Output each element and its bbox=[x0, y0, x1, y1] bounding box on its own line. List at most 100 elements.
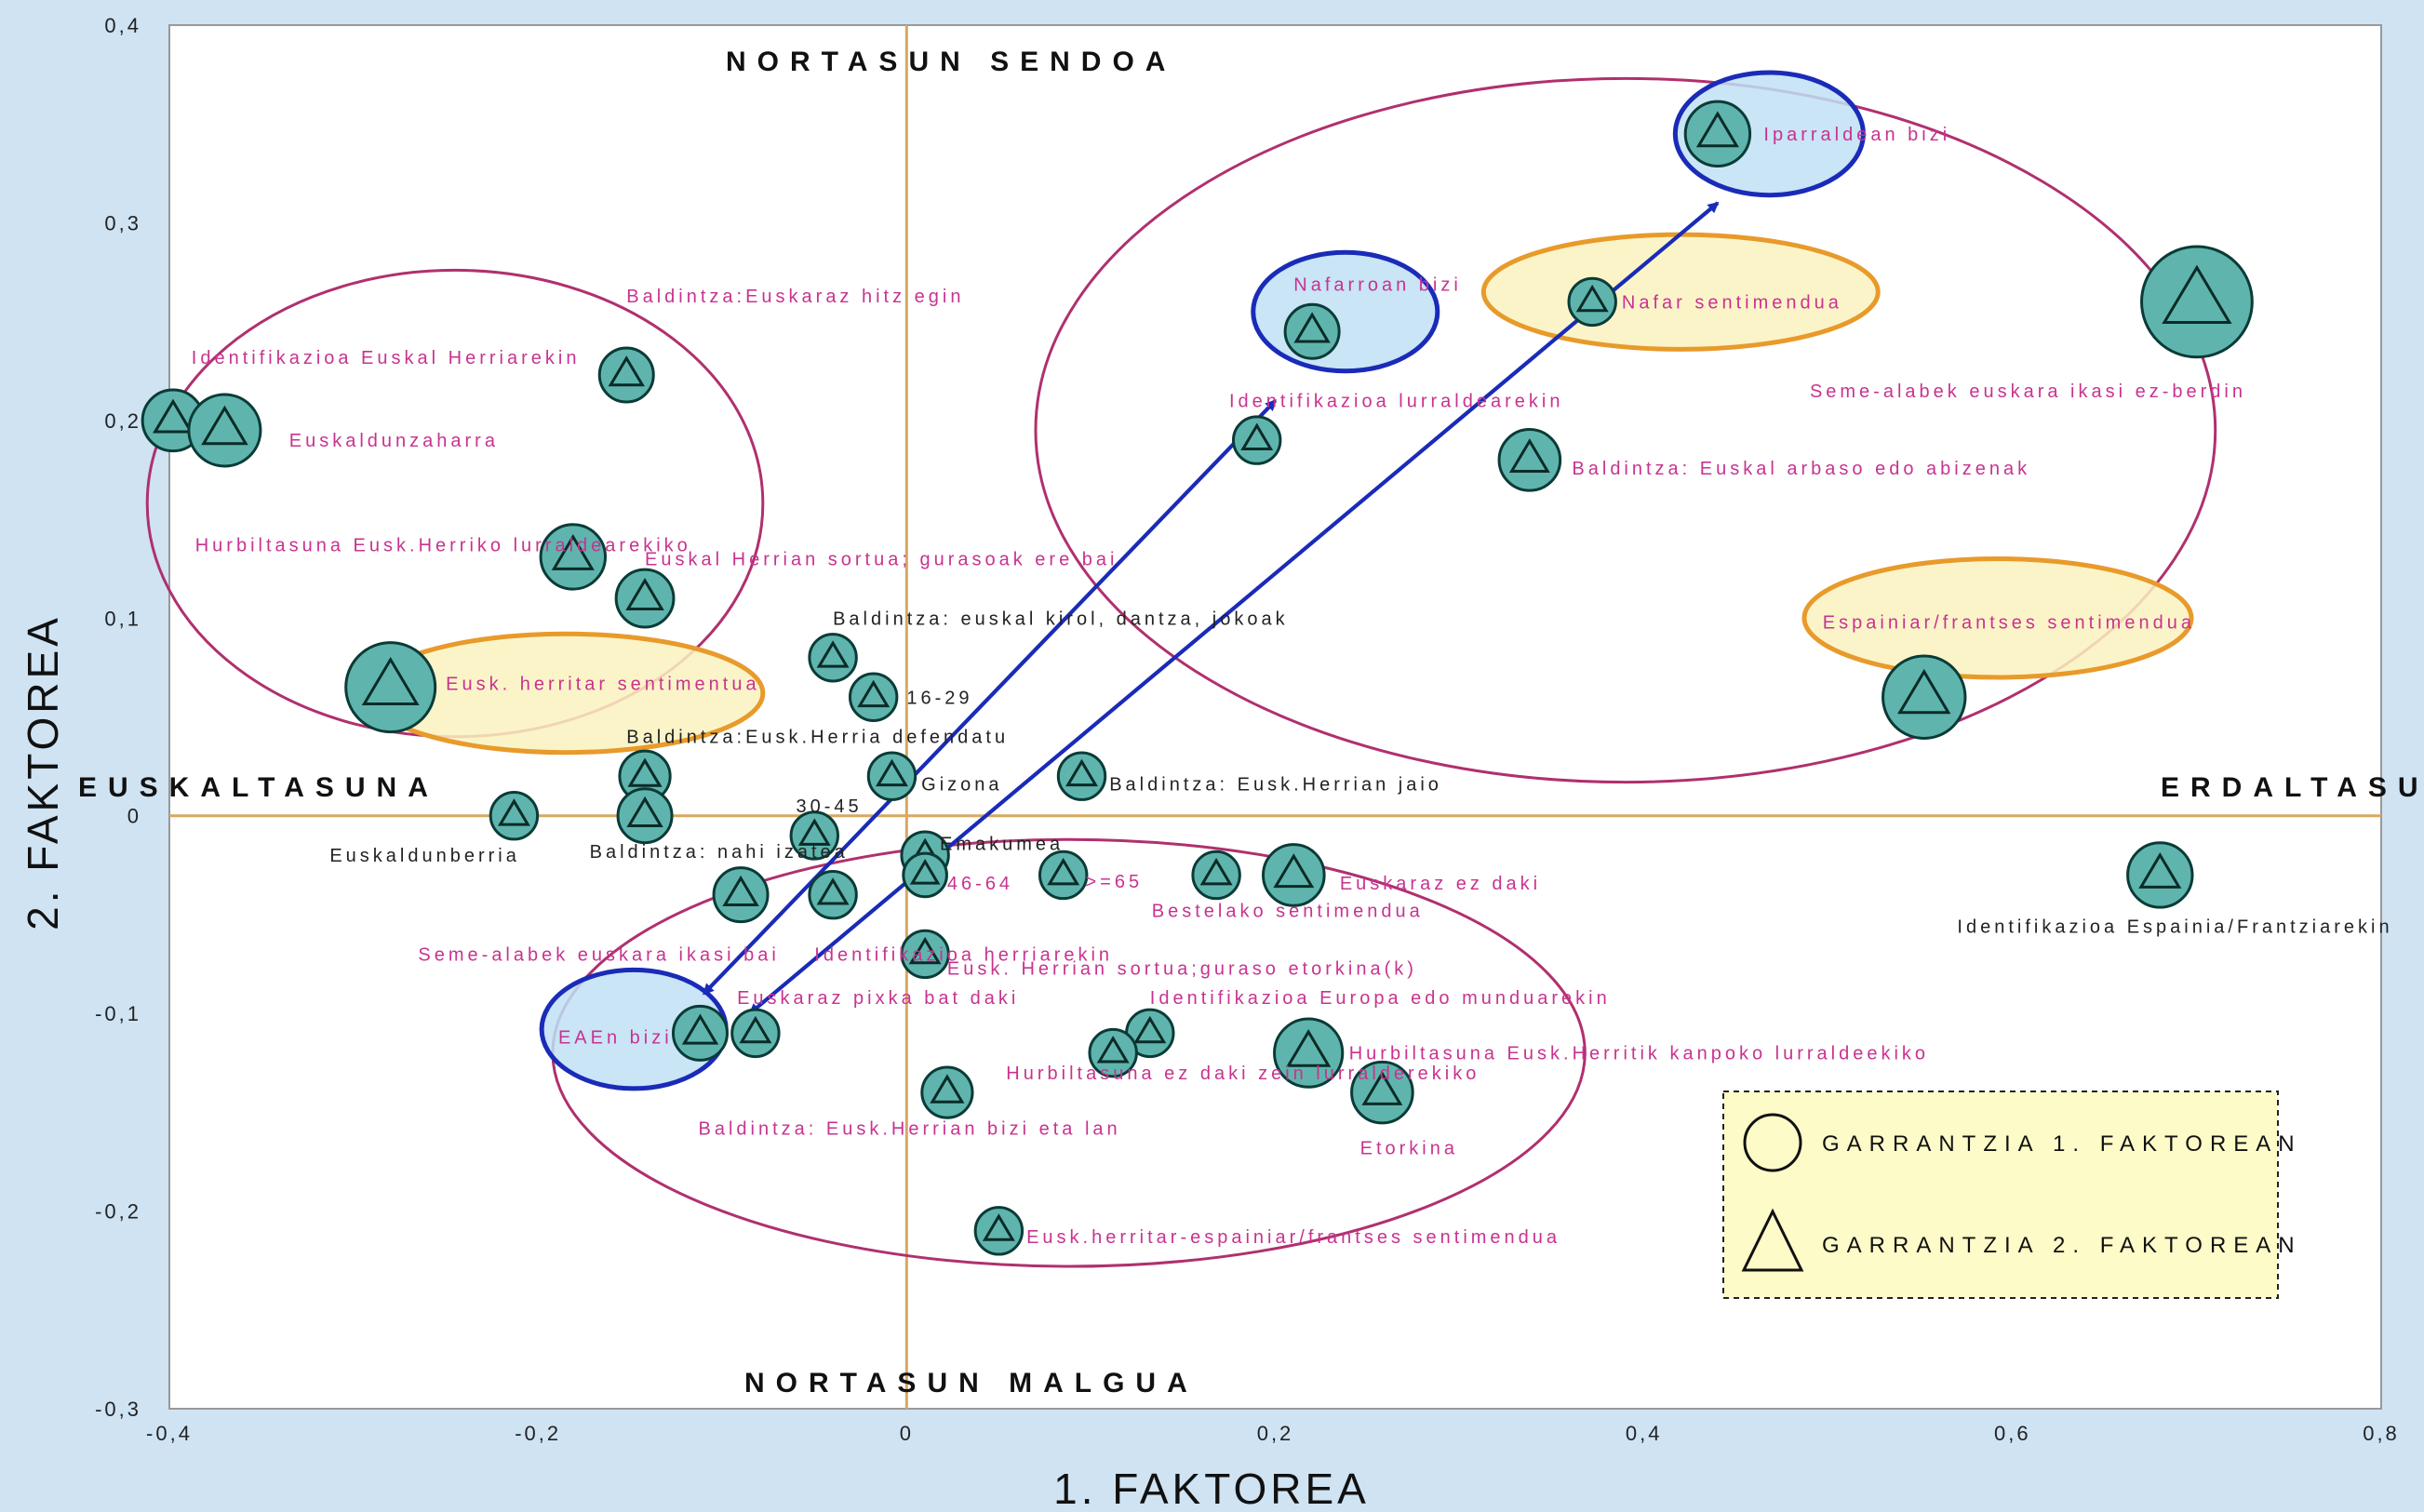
point-triangle-marker bbox=[626, 796, 663, 828]
point-label: Identifikazioa Espainia/Frantziarekin bbox=[1957, 917, 2392, 938]
point-label: Eusk.herritar-espainiar/frantses sentime… bbox=[1026, 1227, 1560, 1248]
point-triangle-marker bbox=[1508, 438, 1550, 474]
point-circle-marker bbox=[848, 672, 899, 722]
point-triangle-marker bbox=[816, 877, 850, 905]
y-tick-label: 0,3 bbox=[104, 211, 141, 234]
point-label: Bestelako sentimendua bbox=[1152, 902, 1424, 922]
point-label: Seme-alabek euskara ikasi ez-berdin bbox=[1810, 381, 2246, 402]
point-circle-marker bbox=[1350, 1060, 1414, 1125]
y-tick-label: 0,2 bbox=[104, 409, 141, 433]
point-label: Baldintza:Eusk.Herria defendatu bbox=[626, 728, 1009, 748]
x-tick-label: 0,2 bbox=[1257, 1422, 1294, 1445]
data-point bbox=[902, 851, 948, 899]
data-point bbox=[789, 810, 839, 861]
point-label: Hurbiltasuna Eusk.Herritik kanpoko lurra… bbox=[1349, 1044, 1929, 1064]
point-label: Euskaraz pixka bat daki bbox=[737, 988, 1019, 1009]
point-label: Euskaldunberria bbox=[329, 846, 520, 866]
point-label: >=65 bbox=[1085, 872, 1143, 892]
point-circle-marker bbox=[808, 633, 858, 683]
legend-circle-label: GARRANTZIA 1. FAKTOREAN bbox=[1822, 1131, 2302, 1157]
point-triangle-marker bbox=[908, 936, 942, 965]
data-point bbox=[712, 866, 770, 924]
point-label: Identifikazioa lurraldearekin bbox=[1229, 392, 1563, 412]
point-triangle-marker bbox=[153, 398, 194, 434]
point-triangle-marker bbox=[2162, 264, 2232, 324]
point-triangle-marker bbox=[1199, 857, 1233, 886]
highlight-espainiar-sentimendua bbox=[1801, 556, 2194, 680]
point-label: Espainiar/frantses sentimendua bbox=[1823, 613, 2195, 634]
point-triangle-marker bbox=[1273, 853, 1315, 889]
point-circle-marker bbox=[344, 641, 437, 734]
data-point bbox=[1262, 843, 1326, 907]
point-label: Nafar sentimendua bbox=[1622, 292, 1842, 313]
data-point bbox=[616, 787, 674, 845]
point-triangle-marker bbox=[1897, 668, 1951, 715]
data-point bbox=[1125, 1008, 1175, 1059]
point-circle-marker bbox=[1231, 415, 1282, 465]
data-point bbox=[900, 929, 950, 980]
point-label: Gizona bbox=[921, 775, 1002, 796]
point-circle-marker bbox=[973, 1206, 1025, 1256]
point-triangle-marker bbox=[1293, 312, 1331, 343]
x-tick-label: 0,6 bbox=[1994, 1422, 2031, 1445]
data-point bbox=[1038, 850, 1089, 901]
data-point bbox=[614, 568, 676, 629]
point-circle-marker bbox=[1088, 1027, 1138, 1078]
cluster-erdaltasuna bbox=[1034, 76, 2217, 784]
point-label: Nafarroan bizi bbox=[1293, 274, 1462, 295]
data-point bbox=[2140, 245, 2254, 359]
point-triangle-marker bbox=[361, 656, 420, 705]
cluster-ellipses bbox=[145, 70, 2217, 1268]
point-circle-marker bbox=[2126, 841, 2194, 909]
x-tick-label: 0,8 bbox=[2363, 1422, 2400, 1445]
data-point bbox=[1497, 428, 1562, 492]
point-label: Eusk. herritar sentimentua bbox=[446, 674, 759, 694]
point-label: Identifikazioa Europa edo munduarekin bbox=[1150, 988, 1611, 1009]
tick-labels: -0,4 -0,2 0 0,2 0,4 0,6 0,8 0,4 0,3 0,2 0,1 0 -0,1 -0… bbox=[95, 14, 2400, 1445]
data-point bbox=[1056, 751, 1107, 801]
x-axis-title: 1. FAKTOREA bbox=[1053, 1465, 1370, 1512]
point-label: Etorkina bbox=[1360, 1139, 1458, 1159]
point-label: Identifikazioa herriarekin bbox=[814, 944, 1113, 965]
point-label: 16-29 bbox=[906, 688, 972, 708]
point-circle-marker bbox=[616, 787, 674, 845]
point-triangle-marker bbox=[1285, 1028, 1332, 1067]
legend-circle-icon bbox=[1743, 1113, 1802, 1172]
point-circle-marker bbox=[902, 851, 948, 899]
point-label: Baldintza: nahi izatea bbox=[590, 842, 849, 863]
data-point bbox=[671, 1004, 729, 1062]
point-circle-marker bbox=[1273, 1017, 1345, 1089]
legend-triangle-icon bbox=[1741, 1208, 1804, 1272]
point-triangle-marker bbox=[1240, 422, 1274, 450]
point-labels: Identifikazioa Euskal Herriarekin Euskald… bbox=[192, 125, 2392, 1248]
data-point bbox=[1273, 1017, 1345, 1089]
annotation-top: NORTASUN SENDOA bbox=[726, 47, 1176, 77]
highlight-nafarroan bbox=[1251, 249, 1440, 374]
point-circle-marker bbox=[1038, 850, 1089, 901]
point-label: Hurbiltasuna Eusk.Herriko lurraldearekik… bbox=[195, 536, 691, 556]
point-triangle-marker bbox=[497, 798, 530, 826]
point-circle-marker bbox=[187, 393, 262, 468]
y-tick-label: -0,1 bbox=[95, 1002, 141, 1025]
point-triangle-marker bbox=[816, 640, 850, 668]
point-triangle-marker bbox=[201, 405, 248, 446]
point-label: Euskaldunzaharra bbox=[289, 431, 499, 451]
data-point bbox=[489, 791, 540, 841]
data-point bbox=[973, 1206, 1025, 1256]
data-point bbox=[848, 672, 899, 722]
legend: GARRANTZIA 1. FAKTOREAN GARRANTZIA 2. FA… bbox=[1722, 1091, 2302, 1299]
data-point bbox=[1683, 100, 1752, 168]
point-circle-marker bbox=[671, 1004, 729, 1062]
point-label: Iparraldean bizi bbox=[1763, 125, 1950, 145]
point-circle-marker bbox=[808, 869, 858, 920]
point-circle-marker bbox=[1497, 428, 1562, 492]
x-tick-label: -0,4 bbox=[146, 1422, 193, 1445]
data-point bbox=[539, 523, 608, 591]
point-circle-marker bbox=[2140, 245, 2254, 359]
point-label: Seme-alabek euskara ikasi bai bbox=[418, 944, 779, 965]
point-triangle-marker bbox=[1133, 1015, 1167, 1044]
point-circle-marker bbox=[597, 346, 655, 404]
point-label: Euskaraz ez daki bbox=[1340, 874, 1541, 894]
point-triangle-marker bbox=[1047, 857, 1080, 886]
point-label: Baldintza: Eusk.Herrian jaio bbox=[1109, 775, 1442, 796]
